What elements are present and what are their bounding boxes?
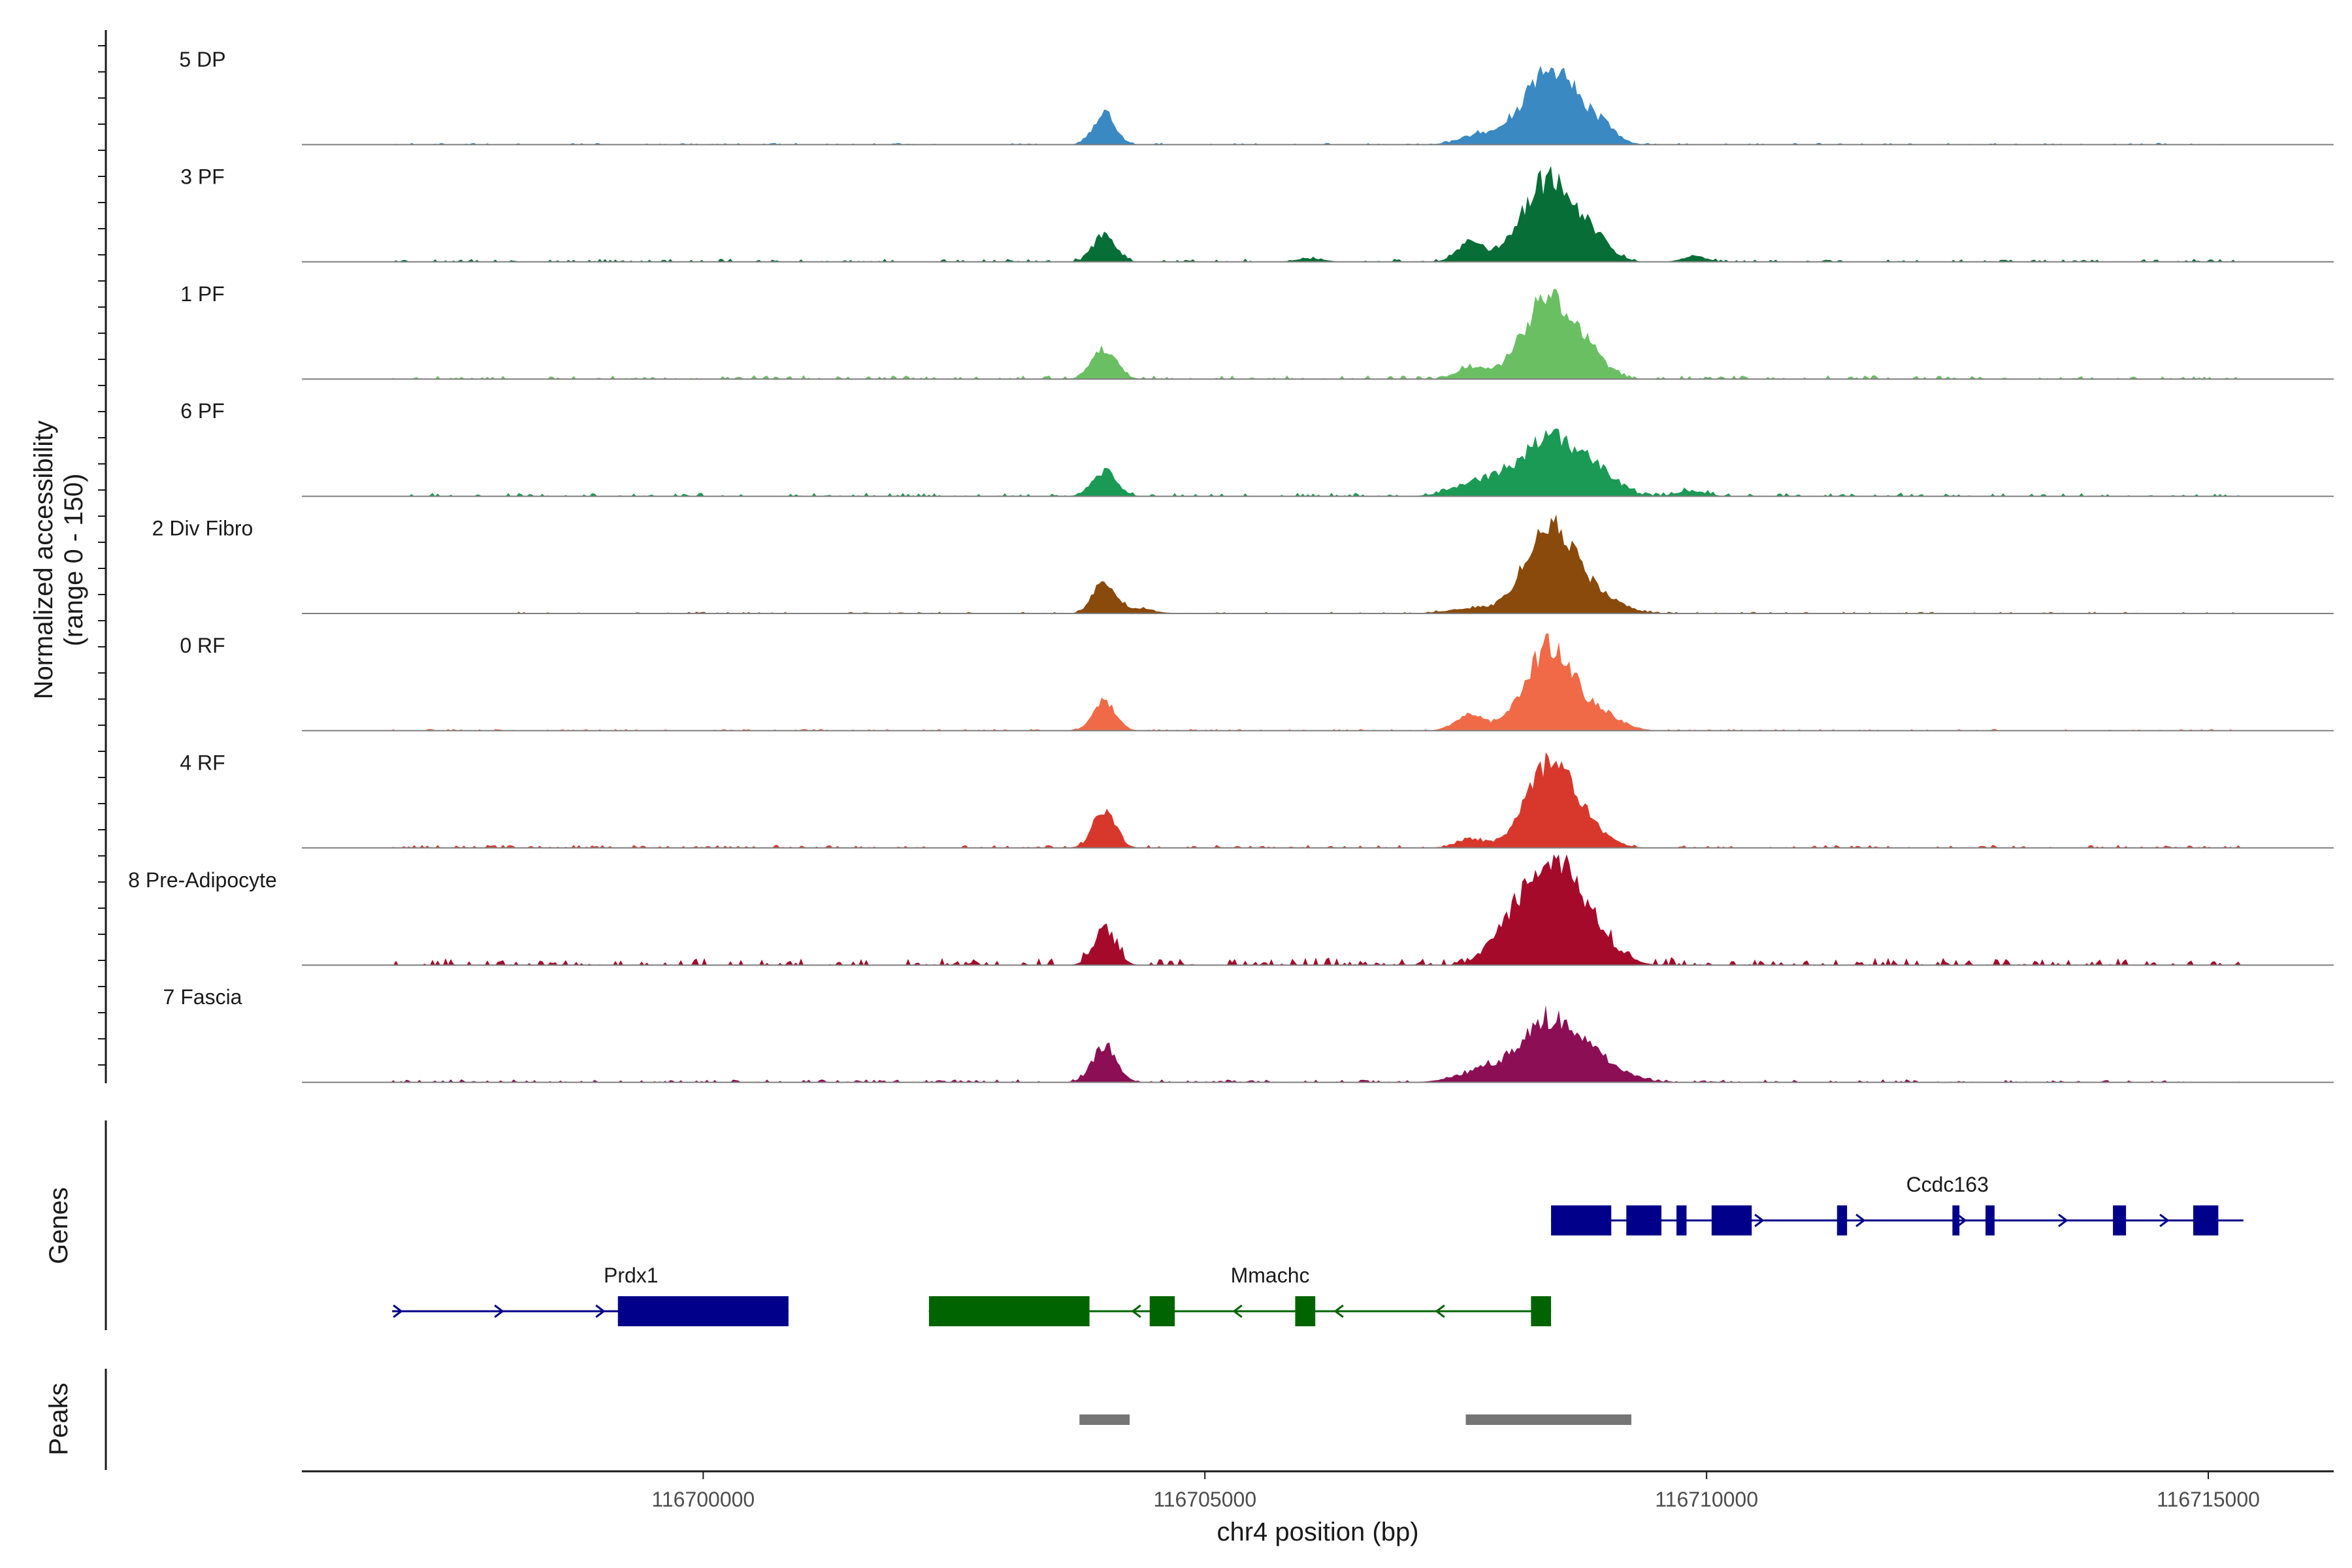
strand-arrow [1957, 1213, 1967, 1228]
x-tick-label: 116705000 [1153, 1488, 1256, 1511]
x-axis-ticks: 116700000 116705000 116710000 116715000 [651, 1471, 2260, 1511]
track-label: 0 RF [180, 634, 225, 657]
gene-exon [2113, 1205, 2127, 1235]
gene-model: Mmachc [928, 1264, 1552, 1326]
genes-track: Prdx1 Mmachc Ccdc163 [392, 1173, 2244, 1326]
strand-arrow [1435, 1304, 1445, 1318]
gene-name-label: Prdx1 [604, 1264, 659, 1287]
gene-exon [1626, 1205, 1662, 1235]
coverage-area [302, 752, 2334, 848]
peaks-title: Peaks [44, 1382, 73, 1455]
strand-arrow [1232, 1304, 1243, 1318]
strand-arrow [494, 1304, 504, 1318]
gene-exon [1985, 1205, 1995, 1235]
coverage-track: 8 Pre-Adipocyte [128, 854, 2334, 966]
peak-region [1079, 1414, 1130, 1425]
track-label: 7 Fascia [163, 985, 242, 1009]
gene-exon [1149, 1296, 1175, 1326]
gene-name-label: Ccdc163 [1906, 1173, 1989, 1196]
coverage-track: 2 Div Fibro [152, 514, 2334, 614]
track-label: 5 DP [179, 48, 225, 71]
peaks-track [1079, 1414, 1631, 1425]
gene-exon [1551, 1205, 1612, 1235]
track-label: 2 Div Fibro [152, 517, 253, 540]
x-tick-label: 116700000 [651, 1488, 755, 1511]
track-label: 3 PF [180, 165, 225, 188]
strand-arrow [1131, 1304, 1141, 1318]
strand-arrow [2058, 1213, 2068, 1228]
coverage-track: 1 PF [180, 282, 2334, 380]
x-axis-title: chr4 position (bp) [1217, 1518, 1418, 1546]
peak-region [1465, 1414, 1631, 1425]
gene-model: Ccdc163 [1551, 1173, 2244, 1235]
coverage-y-title-line2: (range 0 - 150) [59, 474, 88, 647]
strand-arrow [393, 1304, 403, 1318]
gene-exon [1837, 1205, 1848, 1235]
coverage-area [302, 65, 2334, 145]
gene-exon [1531, 1296, 1552, 1326]
track-label: 4 RF [180, 751, 225, 774]
strand-arrow [1754, 1213, 1765, 1228]
coverage-tracks: 5 DP 3 PF 1 PF 6 PF 2 Div Fibro 0 RF 4 RF 8 Pre… [128, 48, 2334, 1083]
coverage-area [302, 514, 2334, 613]
coverage-track: 3 PF [180, 165, 2334, 263]
strand-arrow [2159, 1213, 2170, 1228]
coverage-y-ticks [98, 45, 106, 1066]
coverage-area [302, 633, 2334, 731]
strand-arrow [595, 1304, 606, 1318]
gene-exon [1295, 1296, 1316, 1326]
coverage-track: 6 PF [180, 399, 2334, 497]
coverage-track: 7 Fascia [163, 985, 2334, 1083]
gene-exon [1952, 1205, 1960, 1235]
gene-exon [617, 1296, 789, 1326]
coverage-track: 5 DP [179, 48, 2334, 146]
coverage-area [302, 165, 2334, 262]
gene-name-label: Mmachc [1231, 1264, 1310, 1287]
strand-arrow [1333, 1304, 1344, 1318]
gene-exon [1676, 1205, 1687, 1235]
coverage-area [302, 854, 2334, 966]
strand-arrow [1855, 1213, 1866, 1228]
coverage-area [302, 1005, 2334, 1083]
gene-exon [1711, 1205, 1752, 1235]
coverage-y-title-line1: Normalized accessibility [29, 421, 58, 700]
genes-title: Genes [44, 1187, 73, 1264]
coverage-track: 4 RF [180, 751, 2334, 849]
gene-exon [2193, 1205, 2219, 1235]
coverage-track: 0 RF [180, 633, 2334, 732]
gene-exon [928, 1296, 1090, 1326]
coverage-area [302, 428, 2334, 497]
track-label: 8 Pre-Adipocyte [128, 868, 277, 892]
x-tick-label: 116715000 [2157, 1488, 2260, 1511]
track-label: 6 PF [180, 399, 225, 423]
coverage-area [302, 289, 2334, 380]
track-label: 1 PF [180, 282, 225, 306]
x-tick-label: 116710000 [1655, 1488, 1758, 1511]
gene-model: Prdx1 [392, 1264, 789, 1326]
